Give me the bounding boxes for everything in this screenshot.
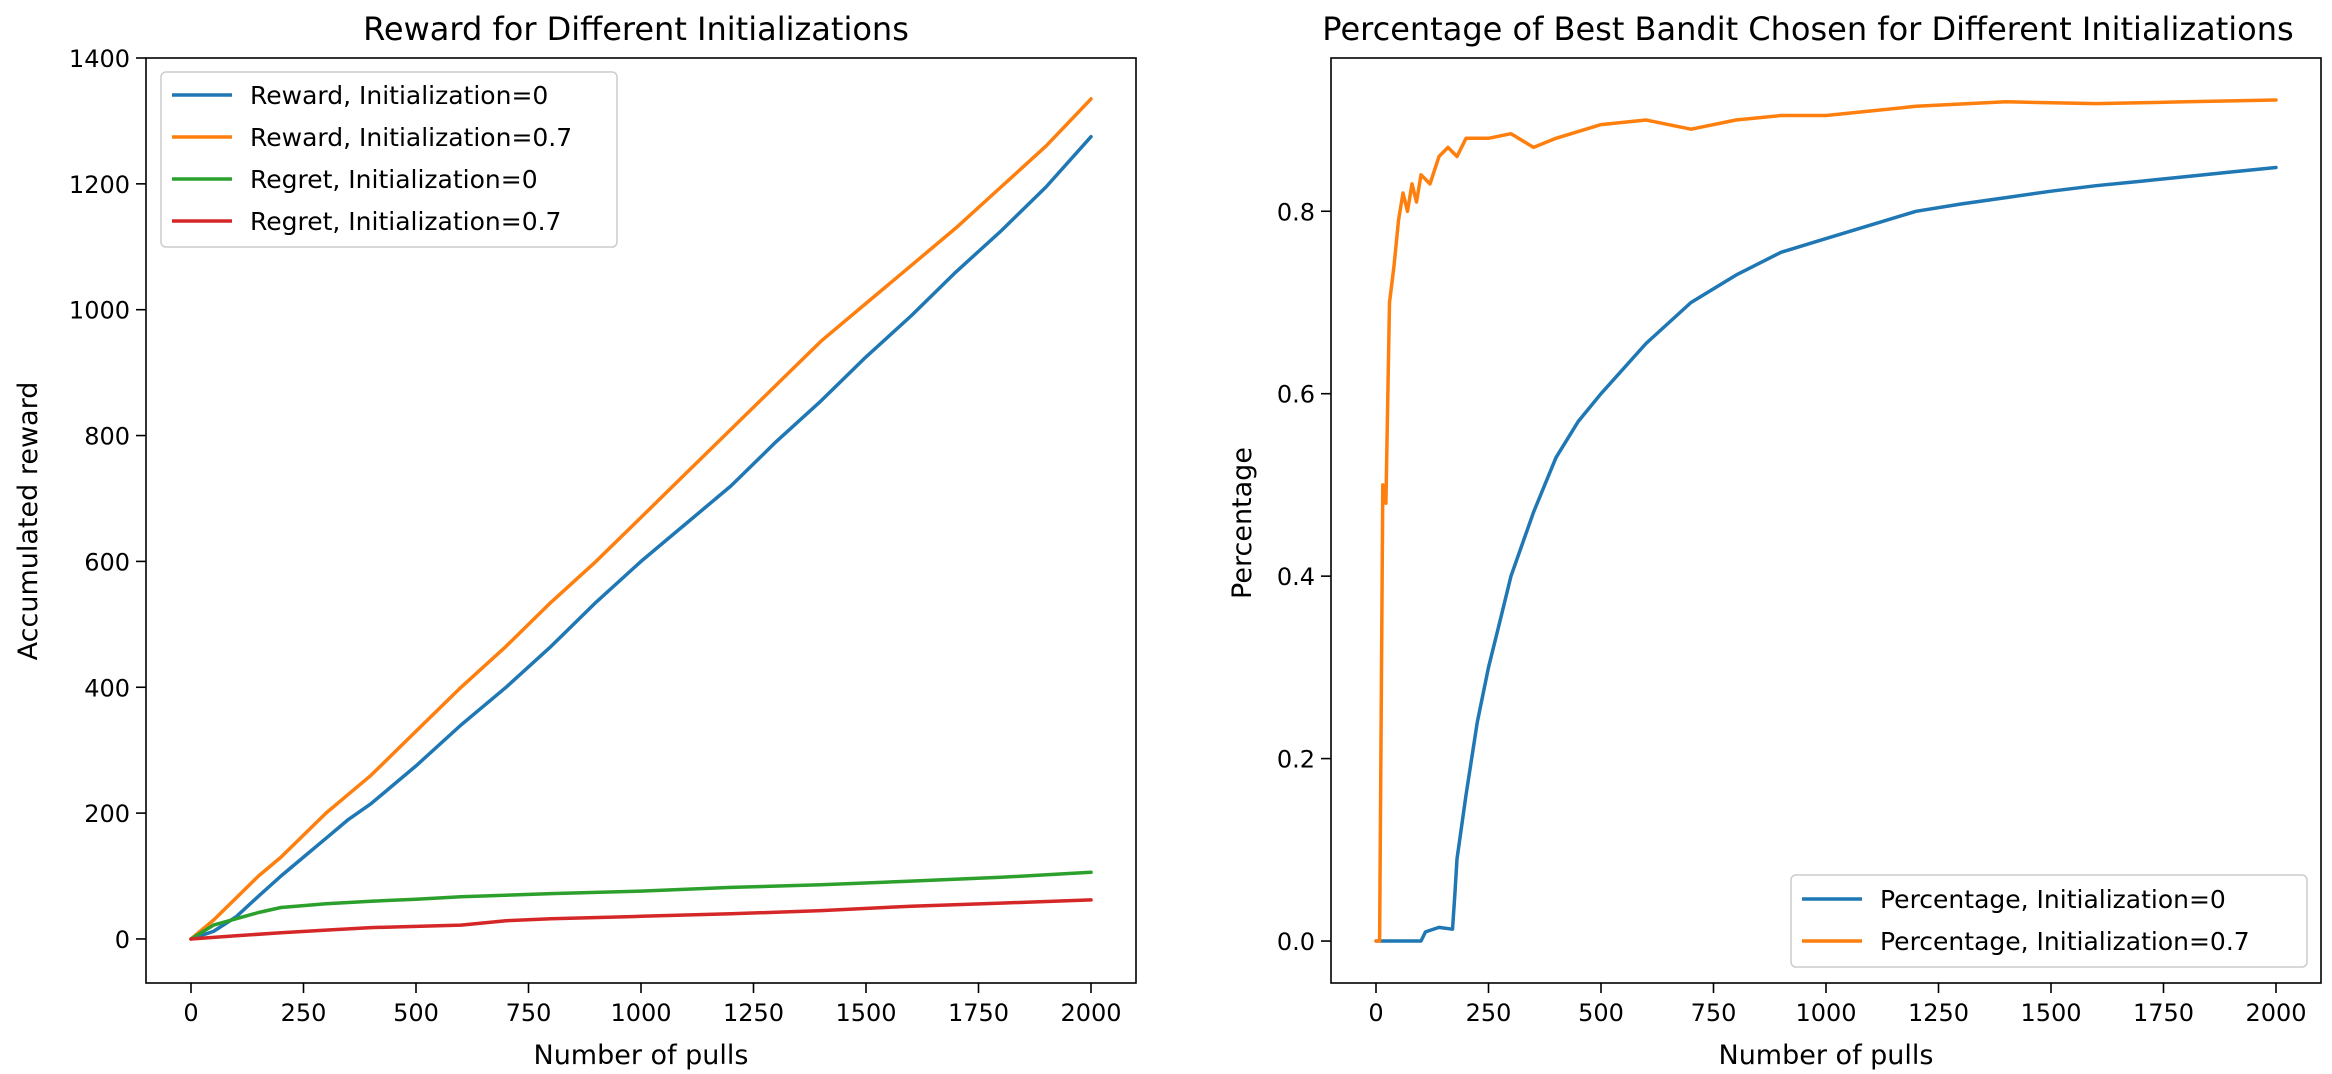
x-tick-label: 1750 [2133,999,2194,1027]
x-tick-label: 1500 [2020,999,2081,1027]
y-tick-label: 600 [84,548,130,576]
legend-label: Percentage, Initialization=0 [1880,885,2226,914]
series-line-1 [189,134,1093,941]
legend-label: Regret, Initialization=0.7 [250,207,561,236]
y-tick-label: 0.0 [1277,928,1315,956]
legend-frame [160,71,618,248]
x-tick-label: 250 [281,999,327,1027]
legend: Percentage, Initialization=0 Percentage,… [1790,874,2308,968]
series-line-2 [189,97,1093,941]
series-line-2 [1374,98,2278,943]
series-line-1 [1374,165,2278,943]
y-tick-label: 0.2 [1277,746,1315,774]
x-tick-label: 250 [1466,999,1512,1027]
x-tick-label: 1750 [948,999,1009,1027]
legend-entry: Regret, Initialization=0.7 [172,207,561,236]
legend-label: Percentage, Initialization=0.7 [1880,927,2250,956]
legend-entry: Reward, Initialization=0 [172,81,548,110]
y-tick-label: 1200 [69,171,130,199]
y-tick-label: 0.6 [1277,381,1315,409]
x-tick-label: 1250 [1908,999,1969,1027]
y-axis-label: Percentage [1227,447,1258,599]
tick-group: 0 250 500 750 1000 1250 1500 1750 2000 0.0 0.2 0.4 0… [1277,198,2307,1027]
y-tick-label: 1400 [69,45,130,73]
legend-entry: Reward, Initialization=0.7 [172,123,572,152]
chart-title: Reward for Different Initializations [363,10,909,48]
legend-label: Regret, Initialization=0 [250,165,538,194]
x-tick-label: 1500 [835,999,896,1027]
y-tick-label: 800 [84,423,130,451]
plot-area [1374,98,2278,943]
plot-area [189,97,1093,941]
x-tick-label: 1000 [1795,999,1856,1027]
x-tick-label: 0 [1368,999,1383,1027]
x-tick-label: 750 [1691,999,1737,1027]
series-line-4 [189,898,1093,941]
y-tick-label: 400 [84,674,130,702]
axes-frame [1330,57,2322,984]
series-line-3 [189,870,1093,941]
legend-frame [1790,874,2308,968]
legend-label: Reward, Initialization=0 [250,81,548,110]
x-tick-label: 750 [506,999,552,1027]
legend-entry: Percentage, Initialization=0 [1802,885,2226,914]
x-tick-label: 0 [183,999,198,1027]
percentage-chart: Percentage of Best Bandit Chosen for Dif… [1227,10,2322,1071]
x-tick-label: 500 [393,999,439,1027]
y-tick-label: 200 [84,800,130,828]
x-axis-label: Number of pulls [534,1040,749,1071]
x-tick-label: 1000 [610,999,671,1027]
tick-group: 0 250 500 750 1000 1250 1500 1750 2000 0 200 400 600… [69,45,1122,1027]
y-axis-label: Accumulated reward [13,382,44,661]
x-axis-label: Number of pulls [1719,1040,1934,1071]
legend-entry: Regret, Initialization=0 [172,165,538,194]
x-tick-label: 500 [1578,999,1624,1027]
reward-chart: Reward for Different Initializations 0 25… [13,10,1137,1071]
y-tick-label: 0 [115,926,130,954]
x-tick-label: 1250 [723,999,784,1027]
legend: Reward, Initialization=0 Reward, Initial… [160,71,618,248]
legend-entry: Percentage, Initialization=0.7 [1802,927,2250,956]
y-tick-label: 0.4 [1277,563,1315,591]
legend-label: Reward, Initialization=0.7 [250,123,572,152]
chart-title: Percentage of Best Bandit Chosen for Dif… [1322,10,2293,48]
y-tick-label: 0.8 [1277,198,1315,226]
y-tick-label: 1000 [69,297,130,325]
x-tick-label: 2000 [2245,999,2306,1027]
x-tick-label: 2000 [1060,999,1121,1027]
